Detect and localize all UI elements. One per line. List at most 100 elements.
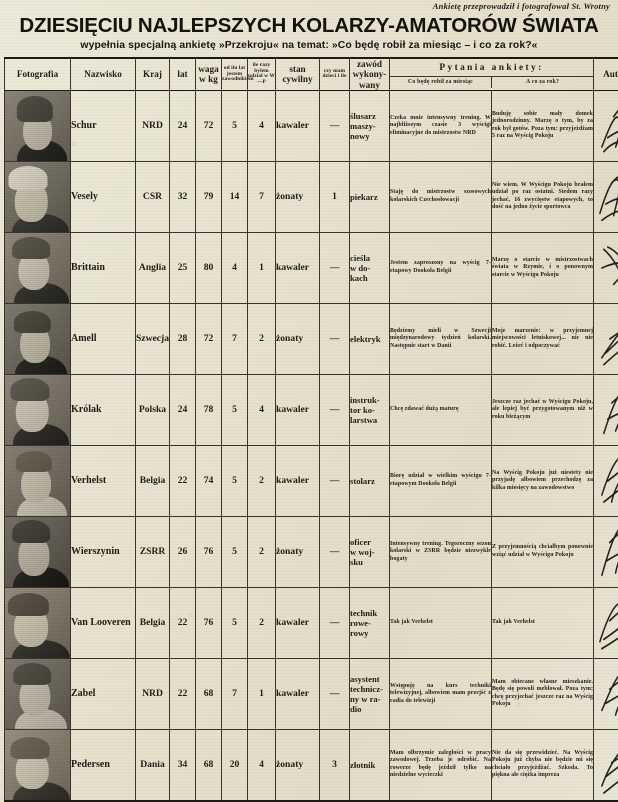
cell-wp-starts: 4 [248,90,276,161]
col-header-marital: stan cywilny [276,58,320,90]
cell-answer-year: Jeszcze raz jechać w Wyścigu Pokoju, ale… [492,374,594,445]
cell-profession: elektryk [350,303,390,374]
cell-weight: 76 [196,516,222,587]
cell-age: 22 [170,587,196,658]
cyclist-photo [5,445,71,516]
cyclist-photo [5,729,71,801]
cell-profession: złotnik [350,729,390,801]
cyclist-autograph [594,90,618,161]
cell-wp-starts: 4 [248,374,276,445]
cell-country: NRD [136,90,170,161]
cyclists-table-wrapper: Fotografia Nazwisko Kraj lat waga w kg o… [4,57,614,802]
cell-years-pro: 7 [222,303,248,374]
header-row: Fotografia Nazwisko Kraj lat waga w kg o… [5,58,618,90]
cell-answer-month: Mam olbrzymie zaległości w pracy zawodow… [390,729,492,801]
col-header-q-year: A co za rok? [492,77,593,88]
cell-wp-starts: 1 [248,232,276,303]
cyclist-photo [5,516,71,587]
cyclist-photo [5,161,71,232]
cell-age: 32 [170,161,196,232]
cyclist-autograph [594,374,618,445]
cell-age: 26 [170,516,196,587]
cell-years-pro: 4 [222,232,248,303]
cell-answer-month: Chcę zdawać dużą maturę [390,374,492,445]
cell-weight: 80 [196,232,222,303]
cell-profession: instruk- tor ko- larstwa [350,374,390,445]
cell-answer-month: Wstępuję na kurs techniki telewizyjnej, … [390,658,492,729]
cell-children: — [320,374,350,445]
cell-surname: Królak [71,374,136,445]
cell-children: — [320,90,350,161]
col-header-wp-starts: ile razy bylem udział w W—P [248,58,276,90]
cell-age: 22 [170,658,196,729]
cell-country: Belgia [136,445,170,516]
cell-children: 3 [320,729,350,801]
cyclist-photo [5,303,71,374]
cell-answer-year: Mam obiecane własne mieszkanie. Będę się… [492,658,594,729]
col-header-profession: zawód wykony- wany [350,58,390,90]
cell-age: 24 [170,374,196,445]
cell-marital: kawaler [276,658,320,729]
cell-country: Dania [136,729,170,801]
page-subtitle: wypełnia specjalną ankietę »Przekroju« n… [0,40,618,51]
cell-country: CSR [136,161,170,232]
cell-marital: kawaler [276,445,320,516]
questions-group-title: Pytania ankiety: [390,60,593,77]
col-header-age: lat [170,58,196,90]
cell-answer-year: Nie da się przewidzieć. Na Wyścig Pokoju… [492,729,594,801]
cell-surname: Wierszynin [71,516,136,587]
cell-answer-year: Marzę o starcie w mistrzostwach świata w… [492,232,594,303]
cell-marital: żonaty [276,729,320,801]
cell-profession: asystent technicz- ny w ra- dio [350,658,390,729]
cell-years-pro: 5 [222,516,248,587]
cell-surname: Verhelst [71,445,136,516]
cell-answer-month: Staję do mistrzostw szosowych kolarskich… [390,161,492,232]
cell-age: 34 [170,729,196,801]
col-header-country: Kraj [136,58,170,90]
cell-answer-year: Nie wiem. W Wyścigu Pokoju brałem udział… [492,161,594,232]
cyclist-autograph [594,445,618,516]
col-header-profession-text: zawód wykony- wany [353,59,387,90]
cyclist-photo [5,90,71,161]
cell-country: Anglia [136,232,170,303]
cell-answer-year: Buduję sobie mały domek jednorodzinny. M… [492,90,594,161]
cell-marital: żonaty [276,303,320,374]
cyclist-photo [5,374,71,445]
cell-marital: żonaty [276,516,320,587]
cell-profession: piekarz [350,161,390,232]
cell-answer-month: Tak jak Verhelst [390,587,492,658]
cell-marital: kawaler [276,90,320,161]
photo-credit: Ankietę przeprowadził i fotografował St.… [433,1,610,11]
table-head: Fotografia Nazwisko Kraj lat waga w kg o… [5,58,618,90]
cell-answer-month: Jestem zaproszony na wyścig 7-etapowy Do… [390,232,492,303]
cell-age: 28 [170,303,196,374]
cell-age: 25 [170,232,196,303]
cell-years-pro: 5 [222,90,248,161]
cell-wp-starts: 2 [248,303,276,374]
cell-children: — [320,445,350,516]
col-header-weight-text: waga w kg [198,64,218,84]
cell-weight: 68 [196,729,222,801]
col-header-children: czy mam dzieci i ile [320,58,350,90]
cell-surname: Zabel [71,658,136,729]
col-header-surname: Nazwisko [71,58,136,90]
col-header-questions-group: Pytania ankiety: Co będę robił za miesią… [390,58,594,90]
cell-country: Belgia [136,587,170,658]
col-header-photo: Fotografia [5,58,71,90]
col-header-years-pro: od ilu lat jestem zawodnikiem [222,58,248,90]
cell-years-pro: 14 [222,161,248,232]
cyclist-autograph [594,303,618,374]
cyclist-photo [5,232,71,303]
cell-wp-starts: 2 [248,587,276,658]
cell-country: Szwecja [136,303,170,374]
cell-marital: kawaler [276,374,320,445]
cell-wp-starts: 7 [248,161,276,232]
cell-years-pro: 5 [222,374,248,445]
cell-children: 1 [320,161,350,232]
cell-marital: kawaler [276,232,320,303]
